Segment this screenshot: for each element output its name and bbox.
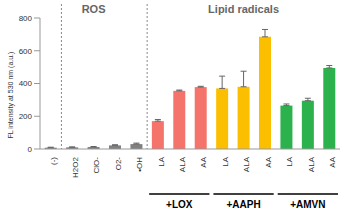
svg-text:+AAPH: +AAPH [226, 199, 260, 210]
svg-text:+AMVN: +AMVN [290, 199, 325, 210]
svg-text:AA: AA [199, 156, 208, 167]
svg-text:600: 600 [19, 47, 33, 56]
svg-text:ALA: ALA [307, 156, 316, 172]
svg-text:AA: AA [328, 156, 337, 167]
svg-text:AA: AA [264, 156, 273, 167]
svg-text:•OH: •OH [135, 157, 144, 172]
svg-text:LA: LA [285, 156, 294, 166]
svg-text:H2O2: H2O2 [71, 156, 80, 177]
svg-text:LA: LA [221, 156, 230, 166]
svg-text:0: 0 [28, 145, 33, 154]
svg-text:800: 800 [19, 14, 33, 23]
svg-text:Lipid radicals: Lipid radicals [208, 3, 279, 15]
svg-text:ALA: ALA [242, 156, 251, 172]
svg-text:ALA: ALA [178, 156, 187, 172]
svg-text:LA: LA [157, 156, 166, 166]
svg-text:ROS: ROS [82, 3, 106, 15]
svg-text:FL intensity at 530 nm (a.u.): FL intensity at 530 nm (a.u.) [8, 52, 15, 139]
svg-text:(-): (-) [49, 157, 58, 165]
svg-text:ClO-: ClO- [92, 157, 101, 174]
svg-text:+LOX: +LOX [166, 199, 193, 210]
svg-text:O2-: O2- [114, 157, 123, 171]
svg-text:200: 200 [19, 112, 33, 121]
svg-text:400: 400 [19, 79, 33, 88]
